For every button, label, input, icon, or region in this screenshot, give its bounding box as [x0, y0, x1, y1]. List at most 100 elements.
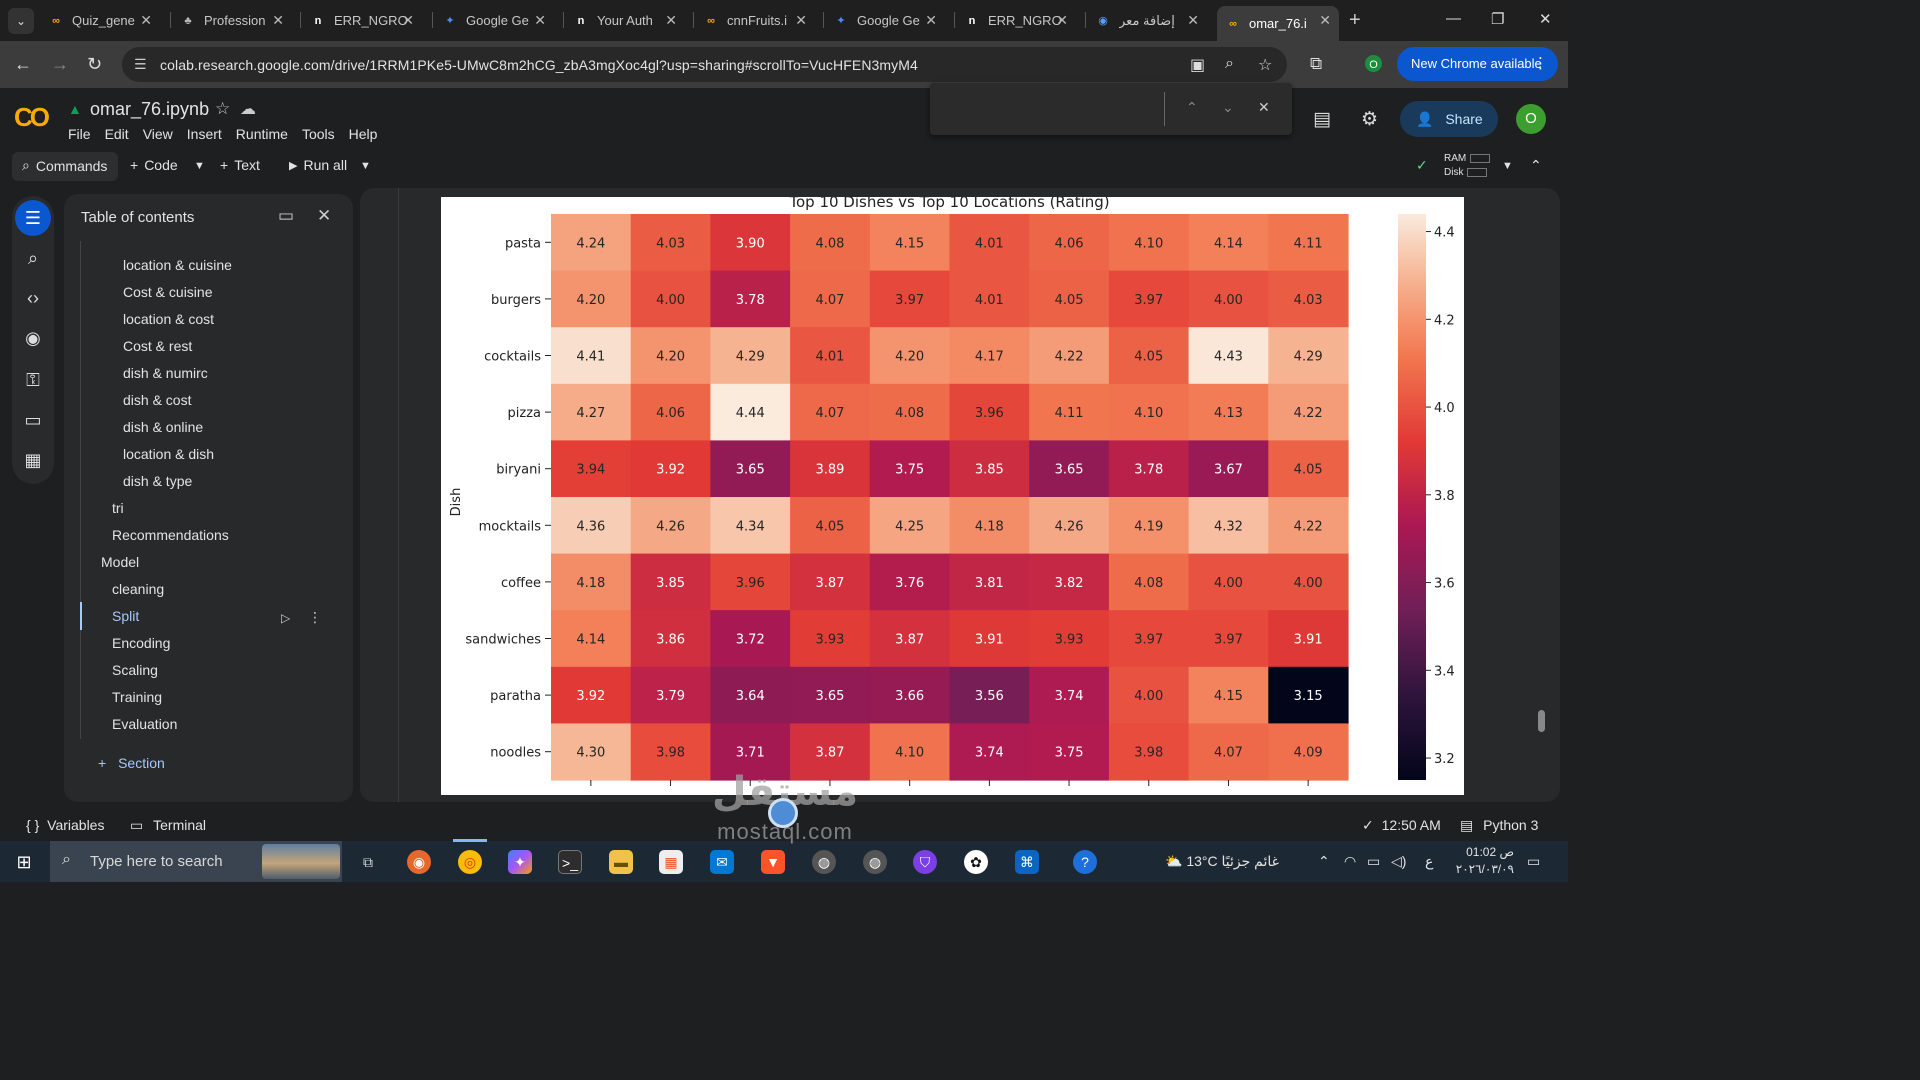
microsoft-store-icon[interactable]: ▦ — [659, 850, 683, 874]
toc-item[interactable]: Scaling — [112, 662, 158, 678]
account-avatar[interactable]: O — [1516, 104, 1546, 134]
taskbar-search[interactable]: ⌕ Type here to search — [50, 841, 342, 882]
toc-item[interactable]: dish & online — [123, 419, 204, 435]
battery-icon[interactable]: ▭ — [1367, 853, 1381, 869]
bookmark-star-icon[interactable]: ☆ — [1258, 57, 1273, 74]
tab-close-icon[interactable]: ✕ — [1056, 12, 1068, 28]
settings-gear-icon[interactable]: ⚙ — [1361, 109, 1379, 130]
execution-status[interactable]: ✓ 12:50 AM — [1362, 817, 1441, 834]
toc-item[interactable]: cleaning — [112, 581, 165, 597]
browser-tab[interactable]: ✦ Google Ge ✕ — [434, 6, 554, 35]
tab-close-icon[interactable]: ✕ — [665, 12, 677, 28]
tab-close-icon[interactable]: ✕ — [925, 12, 937, 28]
resource-monitor[interactable]: RAM Disk — [1444, 152, 1491, 180]
menu-view[interactable]: View — [142, 126, 173, 142]
run-all-dropdown-icon[interactable]: ▼ — [360, 160, 371, 172]
share-button[interactable]: 👤 Share — [1400, 101, 1498, 137]
help-icon[interactable]: ? — [1073, 850, 1097, 874]
restore-icon[interactable]: ❐ — [1491, 11, 1505, 28]
network-icon[interactable]: ◠ — [1344, 853, 1357, 869]
secrets-eye-icon[interactable]: ◉ — [25, 328, 41, 348]
windows-start-icon[interactable]: ⊞ — [16, 852, 32, 872]
terminal-button[interactable]: ▭ Terminal — [130, 817, 206, 834]
tab-close-icon[interactable]: ✕ — [1319, 12, 1331, 28]
tab-close-icon[interactable]: ✕ — [1187, 12, 1199, 28]
address-bar[interactable]: ☰ colab.research.google.com/drive/1RRM1P… — [122, 47, 1287, 82]
add-section-button[interactable]: + Section — [98, 755, 165, 771]
notifications-icon[interactable]: ▭ — [1527, 853, 1541, 869]
find-replace-icon[interactable]: ⌕ — [27, 248, 39, 268]
app-icon-2[interactable]: ◍ — [863, 850, 887, 874]
browser-tab[interactable]: ♣ Profession ✕ — [172, 6, 292, 35]
toc-item[interactable]: dish & type — [123, 473, 193, 489]
menu-tools[interactable]: Tools — [301, 126, 335, 142]
close-panel-icon[interactable]: ✕ — [317, 206, 332, 225]
reload-icon[interactable]: ↻ — [87, 54, 103, 74]
open-in-tab-icon[interactable]: ▭ — [278, 206, 295, 225]
scrollbar-thumb[interactable] — [1538, 710, 1545, 732]
find-previous-icon[interactable]: ⌃ — [1186, 99, 1198, 115]
profile-avatar[interactable]: O — [1363, 53, 1384, 74]
colab-logo[interactable]: CO — [14, 102, 50, 132]
vscode-icon[interactable]: ⌘ — [1015, 850, 1039, 874]
variables-button[interactable]: { } Variables — [26, 817, 104, 833]
browser-tab[interactable]: ∞ cnnFruits.i ✕ — [695, 6, 815, 35]
chatgpt-icon[interactable]: ✿ — [964, 850, 988, 874]
toc-item[interactable]: Cost & cuisine — [123, 284, 213, 300]
runtime-dropdown-icon[interactable]: ▼ — [1502, 160, 1513, 172]
back-icon[interactable]: ← — [14, 54, 32, 74]
weather-widget[interactable]: ⛅ 13°C غائم جزئيًا — [1165, 853, 1279, 870]
toc-item[interactable]: dish & cost — [123, 392, 192, 408]
tab-close-icon[interactable]: ✕ — [272, 12, 284, 28]
show-hidden-icons-icon[interactable]: ⌃ — [1318, 853, 1330, 869]
collapse-header-icon[interactable]: ⌃ — [1530, 157, 1542, 173]
browser-tab[interactable]: n ERR_NGRO ✕ — [302, 6, 422, 35]
browser-tab[interactable]: n ERR_NGRO ✕ — [956, 6, 1076, 35]
runtime-type[interactable]: ▤ Python 3 — [1460, 817, 1538, 834]
code-snippets-icon[interactable]: ‹› — [27, 288, 39, 308]
copilot-icon[interactable]: ✦ — [508, 850, 532, 874]
commands-button[interactable] — [12, 152, 118, 181]
toc-item[interactable]: Split — [112, 608, 140, 624]
tab-search-icon[interactable]: ⌄ — [8, 8, 34, 34]
minimize-icon[interactable]: — — [1446, 10, 1461, 27]
more-menu-icon[interactable]: ⋮ — [1533, 55, 1548, 72]
taskbar-clock[interactable]: 01:02 ص ٢٠٢٦/٠٣/٠٩ — [1452, 844, 1514, 878]
vpn-shield-icon[interactable]: ⛉ — [913, 850, 937, 874]
toc-item[interactable]: tri — [112, 500, 124, 516]
toc-item[interactable]: location & cost — [123, 311, 215, 327]
toc-item[interactable]: Model — [101, 554, 140, 570]
toc-item[interactable]: dish & numirc — [123, 365, 208, 381]
chrome-icon[interactable]: ◎ — [458, 850, 482, 874]
forward-icon[interactable]: → — [51, 54, 69, 74]
toc-item[interactable]: Cost & rest — [123, 338, 193, 354]
section-more-icon[interactable]: ⋮ — [308, 609, 322, 625]
add-text-button[interactable]: + Text — [220, 157, 260, 173]
toc-item[interactable]: location & cuisine — [123, 257, 232, 273]
tab-close-icon[interactable]: ✕ — [402, 12, 414, 28]
file-explorer-icon[interactable]: ▬ — [609, 850, 633, 874]
run-all-button[interactable]: ▶ Run all — [289, 157, 347, 173]
notebook-title[interactable]: omar_76.ipynb — [90, 99, 210, 119]
code-dropdown-icon[interactable]: ▼ — [194, 160, 205, 172]
run-section-icon[interactable]: ▷ — [281, 611, 291, 625]
menu-file[interactable]: File — [68, 126, 91, 142]
brave-icon[interactable]: ▼ — [761, 850, 785, 874]
toc-item[interactable]: location & dish — [123, 446, 215, 462]
toc-item[interactable]: Recommendations — [112, 527, 229, 543]
find-close-icon[interactable]: ✕ — [1258, 99, 1270, 115]
files-folder-icon[interactable]: ▭ — [24, 410, 42, 430]
window-close-icon[interactable]: ✕ — [1539, 11, 1552, 28]
page-icon[interactable]: ▣ — [1190, 57, 1206, 74]
browser-tab[interactable]: ∞ Quiz_gene ✕ — [40, 6, 160, 35]
tab-close-icon[interactable]: ✕ — [795, 12, 807, 28]
browser-tab[interactable]: ∞ omar_76.i ✕ — [1217, 6, 1339, 41]
add-code-button[interactable]: + Code — [130, 157, 178, 173]
data-table-icon[interactable]: ▦ — [24, 450, 42, 470]
menu-runtime[interactable]: Runtime — [235, 126, 288, 142]
browser-tab[interactable]: n Your Auth ✕ — [565, 6, 685, 35]
comments-icon[interactable]: ▤ — [1313, 109, 1331, 130]
toc-item[interactable]: Training — [112, 689, 163, 705]
new-tab-button[interactable]: + — [1349, 9, 1361, 31]
extensions-icon[interactable]: ⧉ — [1310, 54, 1323, 73]
